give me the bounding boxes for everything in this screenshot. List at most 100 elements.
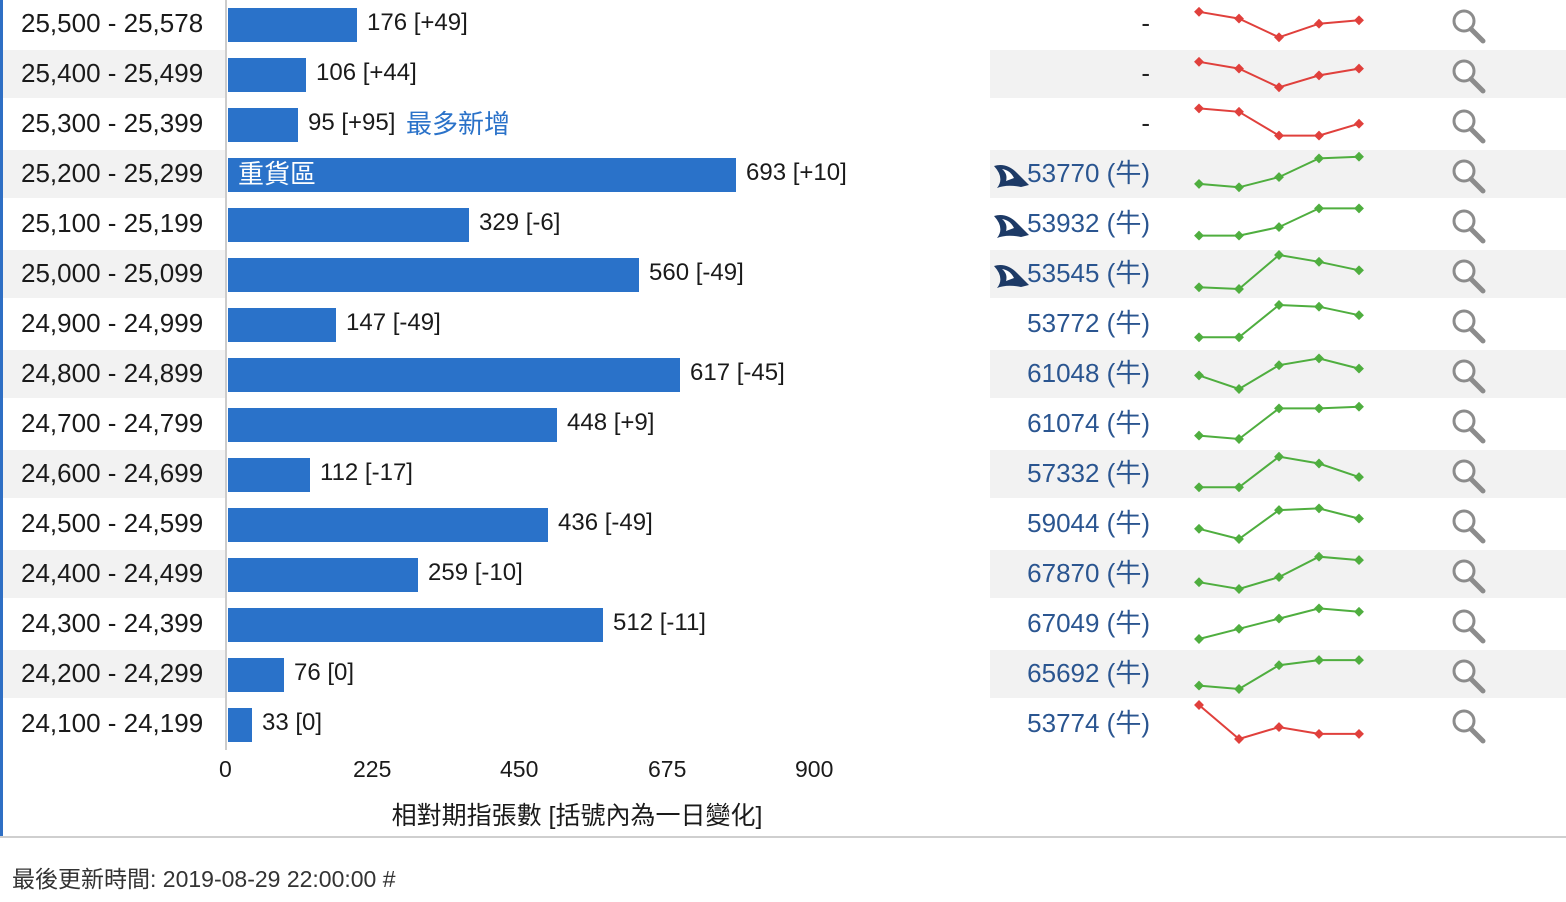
sparkline-point — [1234, 284, 1244, 294]
magnifier-icon[interactable] — [1448, 356, 1488, 394]
table-row: 24,400 - 24,499 67870 (牛) — [3, 550, 1566, 600]
table-row: 24,500 - 24,599 59044 (牛) — [3, 500, 1566, 550]
trend-sparkline — [1194, 151, 1364, 193]
magnifier-icon[interactable] — [1448, 456, 1488, 494]
sparkline-point — [1274, 722, 1284, 733]
bar — [228, 358, 680, 392]
trend-sparkline — [1194, 551, 1364, 594]
warrant-code-link[interactable]: 53932 (牛) — [1027, 208, 1150, 238]
row-band-left — [3, 350, 225, 398]
bar-value-label: 259 [-10] — [428, 559, 523, 586]
warrant-cell: - — [990, 100, 1170, 148]
panel-left-border — [0, 0, 3, 838]
sparkline-point — [1354, 728, 1364, 739]
warrant-code-link[interactable]: 53774 (牛) — [1027, 708, 1150, 738]
magnifier-icon[interactable] — [1448, 256, 1488, 294]
warrant-code-link[interactable]: 59044 (牛) — [1027, 508, 1150, 538]
sparkline-point — [1194, 700, 1204, 710]
warrant-cell: - — [990, 50, 1170, 98]
sparkline-point — [1194, 680, 1204, 691]
sparkline-point — [1234, 63, 1244, 74]
sparkline-point — [1354, 203, 1364, 214]
warrant-code-link[interactable]: 53772 (牛) — [1027, 308, 1150, 338]
sparkline-point — [1194, 56, 1204, 67]
table-row: 25,300 - 25,399 - — [3, 100, 1566, 150]
price-range-label: 25,500 - 25,578 — [21, 8, 204, 38]
bar — [228, 708, 252, 742]
magnifier-icon[interactable] — [1448, 106, 1488, 144]
last-updated-text: 最後更新時間: 2019-08-29 22:00:00 # — [12, 866, 396, 892]
trend-sparkline — [1194, 700, 1364, 744]
sparkline-point — [1194, 332, 1204, 343]
sparkline-point — [1354, 401, 1364, 412]
warrant-code-link[interactable]: 61074 (牛) — [1027, 408, 1150, 438]
warrant-cell: 53932 (牛) — [990, 200, 1170, 248]
sparkline-point — [1274, 572, 1284, 583]
price-range-label: 24,100 - 24,199 — [21, 708, 204, 738]
sparkline-point — [1354, 151, 1364, 162]
warrant-cell: - — [990, 0, 1170, 48]
magnifier-icon[interactable] — [1448, 606, 1488, 644]
magnifier-icon[interactable] — [1448, 156, 1488, 194]
row-band-left — [3, 150, 225, 198]
warrant-code-link[interactable]: 67049 (牛) — [1027, 608, 1150, 638]
sparkline-point — [1314, 353, 1324, 364]
trend-sparkline — [1194, 56, 1364, 93]
sparkline-point — [1274, 130, 1284, 141]
table-row: 25,000 - 25,099 53545 (牛) — [3, 250, 1566, 300]
bar — [228, 408, 557, 442]
trend-sparkline — [1194, 6, 1364, 43]
table-row: 24,700 - 24,799 61074 (牛) — [3, 400, 1566, 450]
sparkline-point — [1354, 63, 1364, 74]
warrant-cell: 59044 (牛) — [990, 500, 1170, 548]
warrant-cell: 53774 (牛) — [990, 700, 1170, 748]
sparkline-point — [1234, 13, 1244, 24]
price-range-label: 25,000 - 25,099 — [21, 258, 204, 288]
magnifier-icon[interactable] — [1448, 556, 1488, 594]
price-range-label: 24,800 - 24,899 — [21, 358, 204, 388]
magnifier-icon[interactable] — [1448, 6, 1488, 44]
warrant-code-link[interactable]: 57332 (牛) — [1027, 458, 1150, 488]
warrant-code-link[interactable]: 65692 (牛) — [1027, 658, 1150, 688]
no-warrant-dash: - — [1141, 58, 1150, 88]
price-range-label: 24,500 - 24,599 — [21, 508, 204, 538]
warrant-cell: 67049 (牛) — [990, 600, 1170, 648]
magnifier-icon[interactable] — [1448, 406, 1488, 444]
sparkline-point — [1234, 384, 1244, 394]
sparkline-point — [1314, 256, 1324, 267]
warrant-code-link[interactable]: 53770 (牛) — [1027, 158, 1150, 188]
sparkline-point — [1314, 655, 1324, 666]
sparkline-point — [1234, 230, 1244, 241]
warrant-code-link[interactable]: 61048 (牛) — [1027, 358, 1150, 388]
price-range-label: 24,300 - 24,399 — [21, 608, 204, 638]
price-range-label: 24,200 - 24,299 — [21, 658, 204, 688]
table-row: 25,500 - 25,578 - — [3, 0, 1566, 50]
warrant-cell: 67870 (牛) — [990, 550, 1170, 598]
sparkline-point — [1234, 734, 1244, 744]
sparkline-point — [1314, 70, 1324, 81]
sparkline-point — [1314, 603, 1324, 614]
sparkline-point — [1354, 363, 1364, 374]
sparkline-point — [1274, 172, 1284, 183]
trend-sparkline — [1194, 300, 1364, 343]
magnifier-icon[interactable] — [1448, 656, 1488, 694]
magnifier-icon[interactable] — [1448, 306, 1488, 344]
bar-value-label: 76 [0] — [294, 659, 355, 686]
sparkline-point — [1314, 728, 1324, 739]
magnifier-icon[interactable] — [1448, 706, 1488, 744]
bar — [228, 158, 736, 192]
bar — [228, 558, 418, 592]
bar-value-label: 329 [-6] — [479, 209, 561, 236]
bar-value-label: 512 [-11] — [613, 609, 706, 636]
magnifier-icon[interactable] — [1448, 56, 1488, 94]
x-tick-label: 675 — [648, 756, 687, 782]
magnifier-icon[interactable] — [1448, 206, 1488, 244]
warrant-code-link[interactable]: 53545 (牛) — [1027, 258, 1150, 288]
trend-sparkline — [1194, 655, 1364, 694]
sparkline-point — [1274, 82, 1284, 93]
magnifier-icon[interactable] — [1448, 506, 1488, 544]
sparkline-point — [1314, 130, 1324, 141]
warrant-code-link[interactable]: 67870 (牛) — [1027, 558, 1150, 588]
